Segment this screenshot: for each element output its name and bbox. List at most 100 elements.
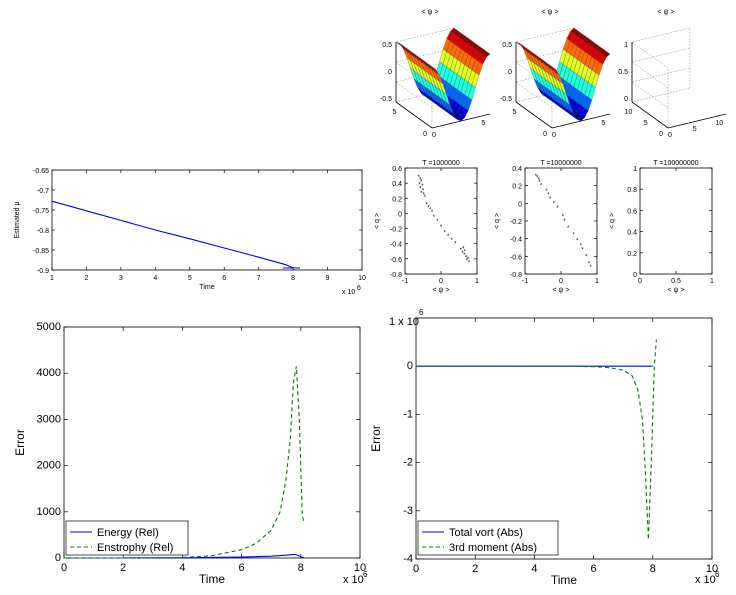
y-tick-label: -0.9 bbox=[37, 268, 49, 275]
y-tick-label: 4000 bbox=[37, 367, 61, 379]
y-tick-label: 0 bbox=[55, 552, 61, 564]
surface-patch bbox=[399, 43, 408, 52]
y-axis-label: Error bbox=[369, 425, 383, 452]
y-tick-label: 0 bbox=[633, 272, 637, 279]
y-tick-label: 0.4 bbox=[512, 166, 522, 173]
surface-patch bbox=[482, 51, 491, 58]
scatter-point: * bbox=[429, 208, 432, 214]
chart-surf2: < ψ >0.50-0.550 05 bbox=[500, 9, 611, 139]
scatter-point: * bbox=[419, 186, 422, 192]
scatter-point: * bbox=[466, 258, 469, 264]
y-tick-label: 0 bbox=[543, 131, 547, 138]
z-tick-label: -0.5 bbox=[500, 96, 512, 103]
x-tick-label: 8 bbox=[650, 563, 656, 575]
x-tick-label: 2 bbox=[84, 275, 88, 282]
y-tick-label: -0.85 bbox=[33, 248, 49, 255]
scatter-point: * bbox=[433, 215, 436, 221]
x-axis-label: Time bbox=[551, 573, 578, 587]
y-tick-label: 0.8 bbox=[627, 187, 637, 194]
scatter-point: * bbox=[420, 191, 423, 197]
x-axis-label: < ψ > bbox=[552, 287, 569, 294]
y-tick-label: -0.8 bbox=[37, 228, 49, 235]
y-tick-label: -0.8 bbox=[510, 272, 522, 279]
x-tick-label: 4 bbox=[153, 275, 157, 282]
x-multiplier-exp: 6 bbox=[357, 285, 361, 292]
y-tick-label: 0.4 bbox=[627, 230, 637, 237]
x-multiplier: x 10 bbox=[342, 289, 355, 296]
grid-line bbox=[515, 47, 575, 89]
z-tick-label: 0.5 bbox=[502, 42, 512, 49]
z-tick-label: 1 bbox=[624, 42, 628, 49]
chart-title: < ψ > bbox=[541, 9, 558, 16]
x-multiplier-exp: 6 bbox=[363, 570, 368, 579]
y-tick-label: -0.65 bbox=[33, 168, 49, 175]
scatter-point: * bbox=[563, 219, 566, 225]
y-tick-label: -0.2 bbox=[390, 227, 402, 234]
x-tick-label: 8 bbox=[298, 562, 304, 574]
x-tick-label: 0 bbox=[61, 562, 67, 574]
x-tick-label: -1 bbox=[522, 278, 528, 285]
x-tick-label: 2 bbox=[472, 563, 478, 575]
plot-frame bbox=[51, 169, 363, 271]
x-tick-label: 9 bbox=[326, 275, 330, 282]
y-axis-label: < q > bbox=[374, 213, 381, 229]
x-tick-label: 2 bbox=[120, 562, 126, 574]
series-line bbox=[416, 339, 657, 540]
x-tick-label: 5 bbox=[188, 275, 192, 282]
scatter-point: * bbox=[468, 261, 471, 267]
scatter-point: * bbox=[454, 242, 457, 248]
scatter-point: * bbox=[447, 234, 450, 240]
y-tick-label: -0.6 bbox=[390, 257, 402, 264]
y-tick-label: -1 bbox=[403, 408, 413, 420]
scatter-point: * bbox=[461, 251, 464, 257]
scatter-point: * bbox=[431, 210, 434, 216]
scatter-point: * bbox=[420, 180, 423, 186]
y-tick-label: 0 bbox=[518, 201, 522, 208]
series-line bbox=[64, 366, 305, 559]
scatter-point: * bbox=[422, 189, 425, 195]
y-tick-label: 1000 bbox=[37, 506, 61, 518]
y-tick-label: 5 bbox=[392, 109, 396, 116]
legend-box bbox=[65, 520, 189, 556]
x-tick-label: 8 bbox=[291, 275, 295, 282]
scatter-point: * bbox=[572, 232, 575, 238]
x-axis-label: < ψ > bbox=[667, 287, 684, 294]
y-tick-label: 0.6 bbox=[392, 166, 402, 173]
x-multiplier: x 10 bbox=[695, 574, 716, 586]
y-tick-label: 0 bbox=[659, 131, 663, 138]
y-tick-label: 5 bbox=[512, 109, 516, 116]
scatter-point: * bbox=[549, 197, 552, 203]
scatter-point: * bbox=[536, 176, 539, 182]
scatter-point: * bbox=[462, 246, 465, 252]
y-tick-label: -0.75 bbox=[33, 208, 49, 215]
scatter-point: * bbox=[436, 219, 439, 225]
y-axis bbox=[515, 101, 553, 129]
y-multiplier-exp: 6 bbox=[419, 308, 424, 317]
chart-title: < ψ > bbox=[421, 9, 438, 16]
legend: Total vort (Abs) 3rd moment (Abs) bbox=[417, 520, 559, 556]
surface-patch bbox=[602, 51, 611, 58]
z-tick-label: 0 bbox=[388, 69, 392, 76]
y-tick-label: -0.6 bbox=[510, 254, 522, 261]
y-axis-label: < q > bbox=[609, 213, 616, 229]
scatter-point: * bbox=[443, 230, 446, 236]
chart-title: < ψ > bbox=[657, 9, 674, 16]
scatter-point: * bbox=[588, 261, 591, 267]
back-wall bbox=[631, 27, 691, 103]
z-tick-label: 0.5 bbox=[618, 69, 628, 76]
y-axis-label: Estimated μ bbox=[14, 201, 21, 238]
y-tick-label: 0 bbox=[398, 211, 402, 218]
scatter-point: * bbox=[562, 215, 565, 221]
x-tick-label: 5 bbox=[601, 120, 605, 127]
y-tick-label: 0 bbox=[407, 360, 413, 372]
x-tick-label: 1 bbox=[50, 275, 54, 282]
x-tick-label: 4 bbox=[531, 563, 537, 575]
y-tick-label: 10 bbox=[625, 109, 633, 116]
legend-box bbox=[417, 520, 559, 556]
x-tick-label: 10 bbox=[358, 275, 366, 282]
scatter-point: * bbox=[538, 177, 541, 183]
chart-title: T =100000000 bbox=[653, 160, 698, 167]
chart-mu: 1 2 3 4 5 6 7 8 9 10 -0.65 -0.7 -0.75 -0.8 -0.85 -0.9 Ti… bbox=[14, 168, 366, 296]
x-axis-label: < ψ > bbox=[432, 287, 449, 294]
